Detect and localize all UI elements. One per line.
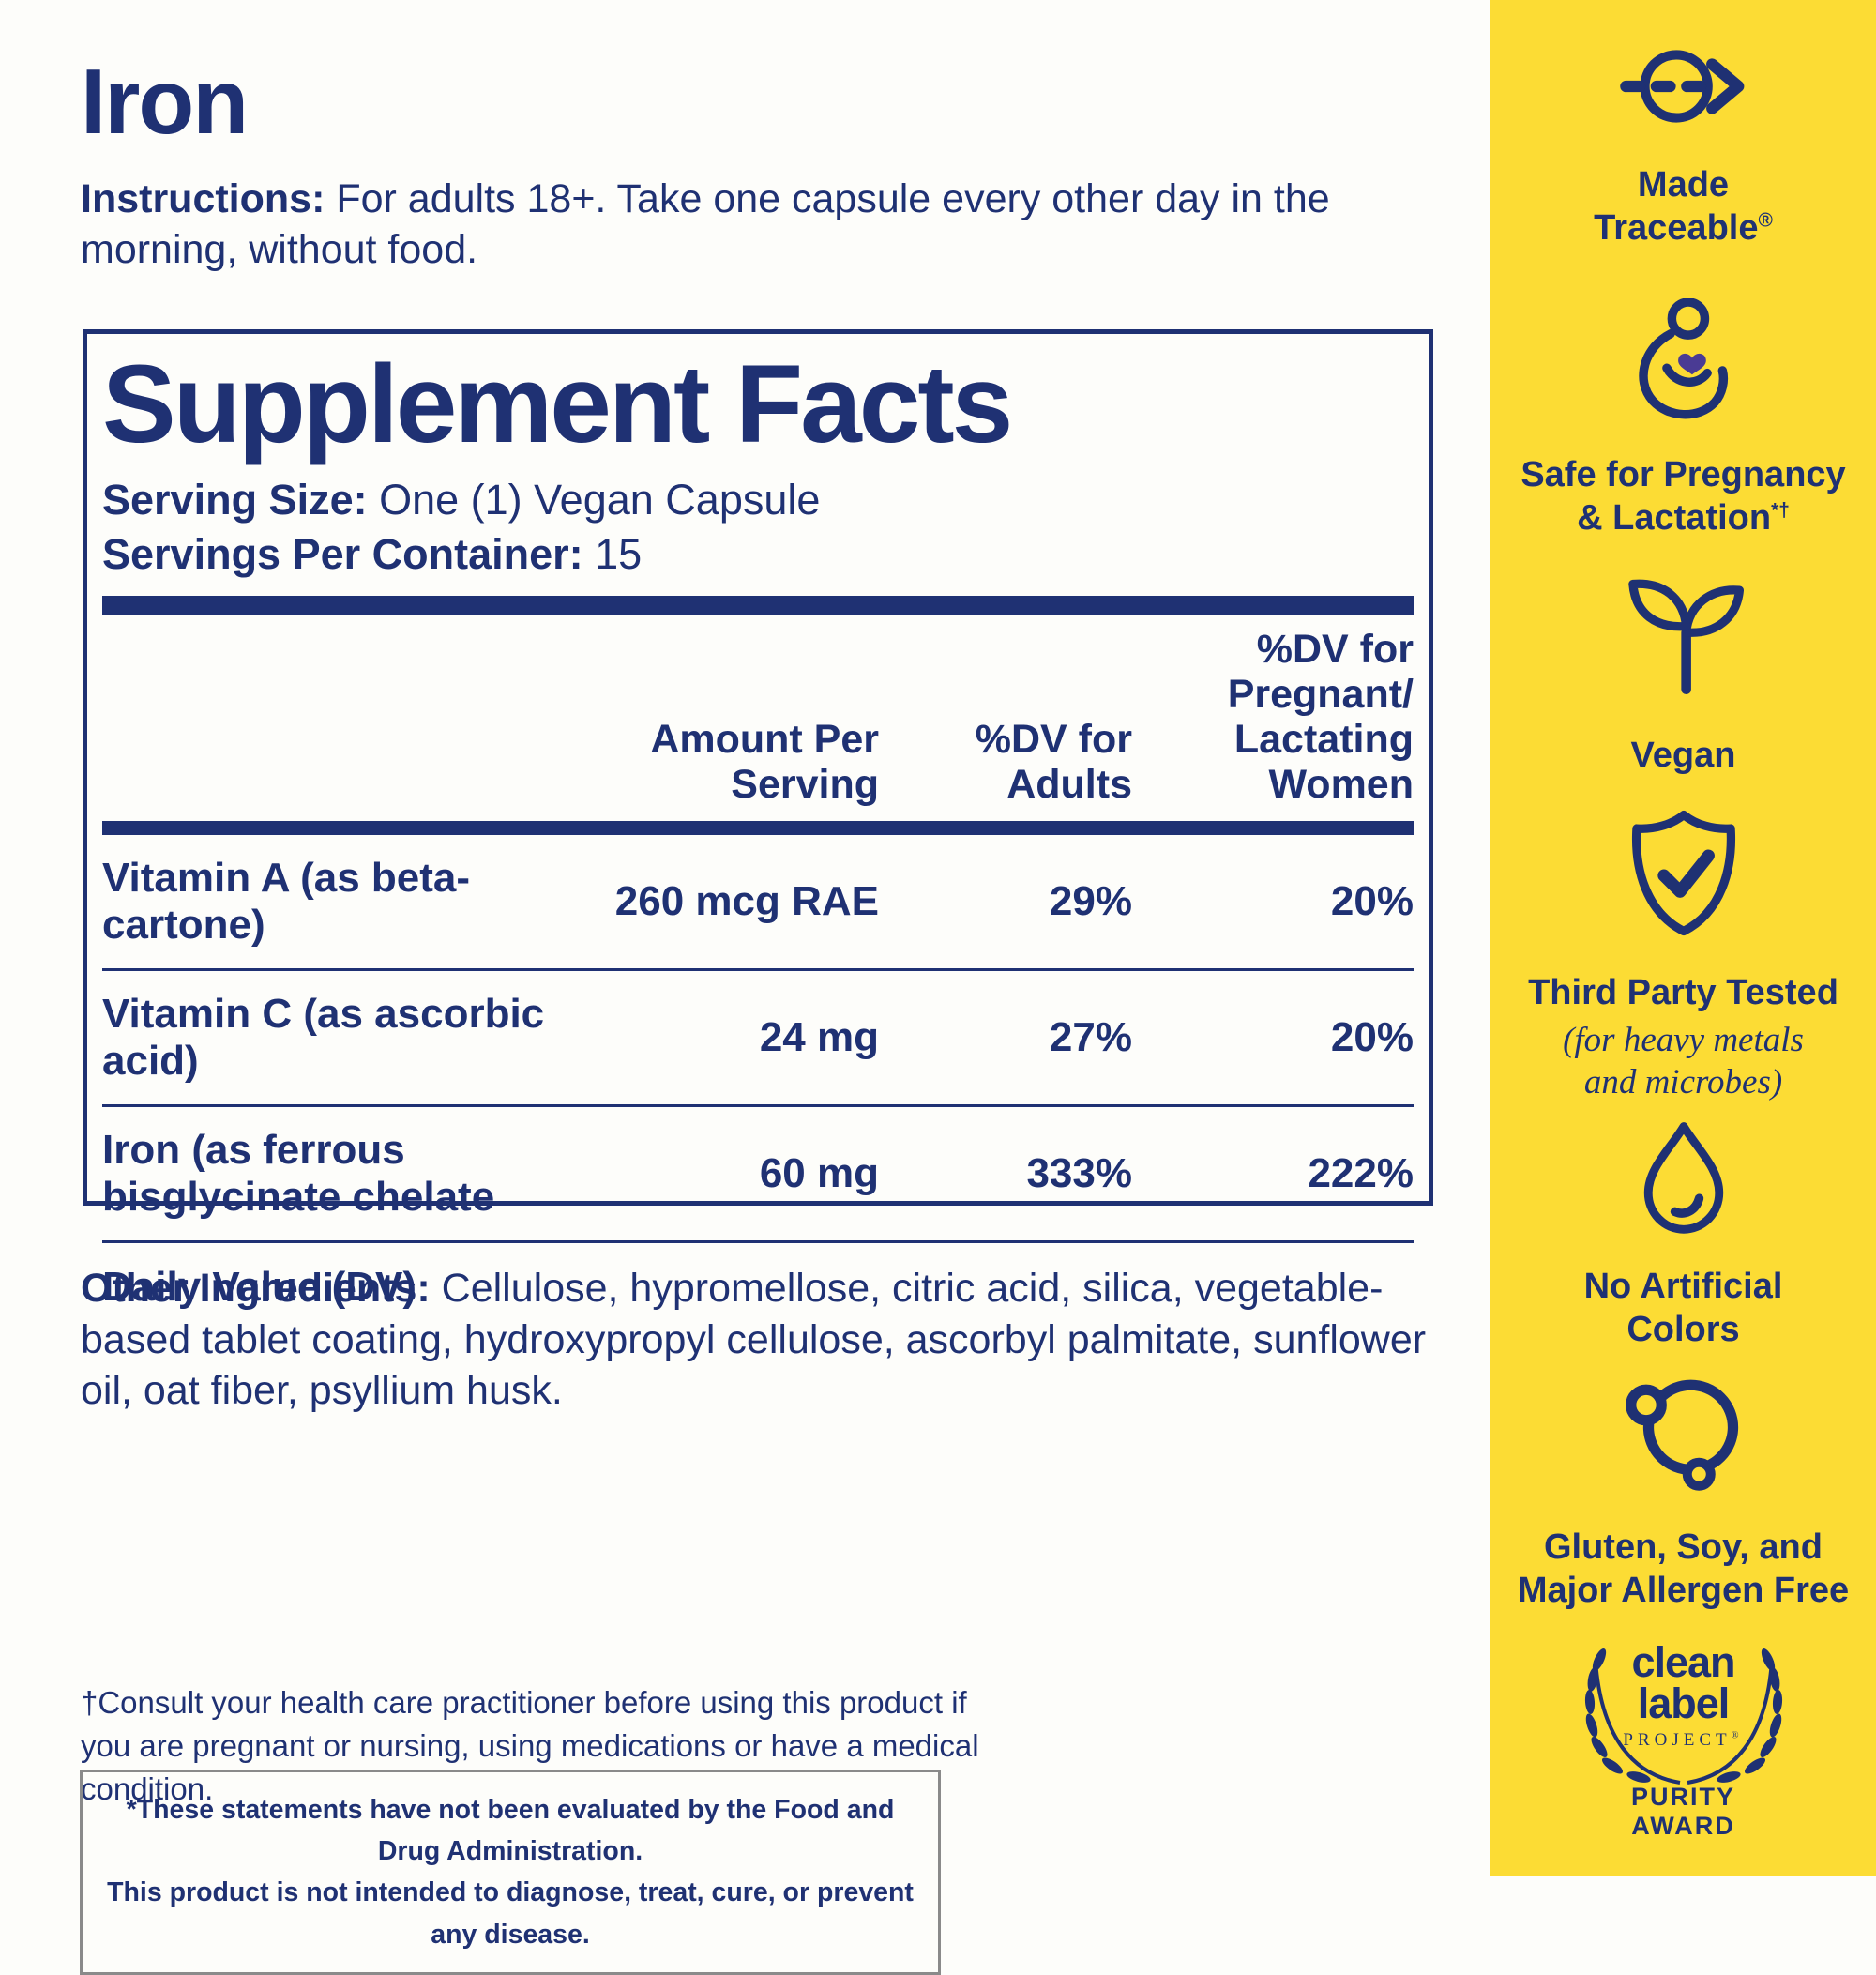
badge-allergen-free: Gluten, Soy, and Major Allergen Free (1490, 1366, 1876, 1612)
nutrient-amount: 260 mcg RAE (614, 877, 879, 924)
supplement-label: { "colors": { "navy": "#1f3173", "yellow… (80, 0, 1876, 1975)
daily-value-row: Daily Value (DV) (102, 1243, 1414, 1311)
servings-label: Servings Per Container: (102, 530, 583, 579)
benefits-sidebar: Made Traceable® Safe for Pregnancy & Lac… (1490, 0, 1876, 1876)
serving-size-label: Serving Size: (102, 475, 368, 524)
clean-label-project-logo: clean label PROJECT® PURITY AWARD (1552, 1634, 1815, 1840)
nutrient-dv-pregnant: 222% (1308, 1150, 1414, 1197)
nutrient-amount: 60 mg (759, 1150, 879, 1197)
table-row: Vitamin A (as beta-cartone) 260 mcg RAE … (102, 835, 1414, 971)
vegan-plant-icon (1622, 570, 1746, 699)
table-row: Vitamin C (as ascorbic acid) 24 mg 27% 2… (102, 971, 1414, 1108)
nutrient-dv-adults: 27% (1049, 1013, 1132, 1060)
other-ingredients: Other Ingredients: Cellulose, hypromello… (81, 1263, 1431, 1417)
serving-size: Serving Size: One (1) Vegan Capsule (102, 473, 1414, 528)
instructions-label: Instructions: (81, 176, 325, 221)
header-amount-col: Amount Per Serving (650, 717, 879, 808)
award-line-project: PROJECT® (1623, 1730, 1744, 1751)
table-header-row: Amount Per Serving %DV for Adults %DV fo… (102, 615, 1414, 821)
supplement-facts-panel: Supplement Facts Serving Size: One (1) V… (83, 329, 1433, 1310)
nutrient-name: Vitamin C (as ascorbic acid) (102, 990, 545, 1084)
nutrient-dv-adults: 333% (1026, 1150, 1132, 1197)
badge-vegan: Vegan (1490, 570, 1876, 778)
award-line-label: label (1637, 1679, 1731, 1728)
fda-disclaimer-box: *These statements have not been evaluate… (80, 1770, 941, 1975)
supplement-facts-title: Supplement Facts (102, 342, 1013, 466)
instructions-body: For adults 18+. Take one capsule every o… (81, 176, 1330, 272)
table-header-rule (102, 820, 1414, 835)
badge-sublabel: (for heavy metals and microbes) (1563, 1020, 1804, 1101)
header-dv-adults-col: %DV for Adults (975, 717, 1132, 808)
allergen-free-icon (1613, 1366, 1754, 1500)
laurel-wreath-icon (1584, 1648, 1782, 1785)
badge-purity-award: clean label PROJECT® PURITY AWARD (1490, 1634, 1876, 1840)
table-row: Iron (as ferrous bisglycinate chelate 60… (102, 1107, 1414, 1244)
nutrient-amount: 24 mg (759, 1013, 879, 1060)
badge-label: Vegan (1630, 736, 1736, 775)
servings-per-container: Servings Per Container: 15 (102, 527, 1414, 583)
table-top-rule (102, 595, 1414, 615)
badge-label: Gluten, Soy, and Major Allergen Free (1517, 1527, 1850, 1610)
serving-size-value: One (1) Vegan Capsule (367, 475, 821, 524)
purity-award-text: PURITY AWARD (1630, 1783, 1735, 1841)
badge-third-party-tested: Third Party Tested (for heavy metals and… (1490, 805, 1876, 1103)
badge-label: Safe for Pregnancy & Lactation*† (1520, 455, 1846, 538)
droplet-icon (1628, 1117, 1739, 1245)
badge-label: No Artificial Colors (1583, 1267, 1783, 1349)
nutrient-dv-pregnant: 20% (1330, 877, 1414, 924)
nutrient-name: Iron (as ferrous bisglycinate chelate (102, 1127, 495, 1221)
nutrient-dv-pregnant: 20% (1330, 1013, 1414, 1060)
made-traceable-icon (1609, 34, 1759, 144)
other-ingredients-label: Other Ingredients: (81, 1266, 431, 1311)
award-line-clean: clean (1631, 1638, 1735, 1686)
badge-pregnancy-safe: Safe for Pregnancy & Lactation*† (1490, 297, 1876, 539)
badge-label: Third Party Tested (1528, 973, 1838, 1012)
pregnancy-safe-icon (1620, 297, 1747, 430)
badge-made-traceable: Made Traceable® (1490, 34, 1876, 250)
header-dv-pregnant-col: %DV for Pregnant/ Lactating Women (1227, 626, 1414, 808)
nutrient-dv-adults: 29% (1049, 877, 1132, 924)
badge-no-artificial-colors: No Artificial Colors (1490, 1117, 1876, 1351)
page-title: Iron (81, 50, 249, 153)
other-ingredients-text: Cellulose, hypromellose, citric acid, si… (81, 1266, 1427, 1414)
servings-value: 15 (582, 530, 643, 579)
consult-footnote: †Consult your health care practitioner b… (81, 1685, 979, 1807)
daily-value-label: Daily Value (DV) (102, 1264, 417, 1311)
nutrient-name: Vitamin A (as beta-cartone) (102, 854, 471, 948)
serving-info: Serving Size: One (1) Vegan Capsule Serv… (102, 473, 1414, 583)
instructions-text: Instructions: For adults 18+. Take one c… (81, 175, 1422, 276)
badge-label: Made Traceable® (1594, 165, 1773, 248)
shield-check-icon (1622, 805, 1746, 946)
